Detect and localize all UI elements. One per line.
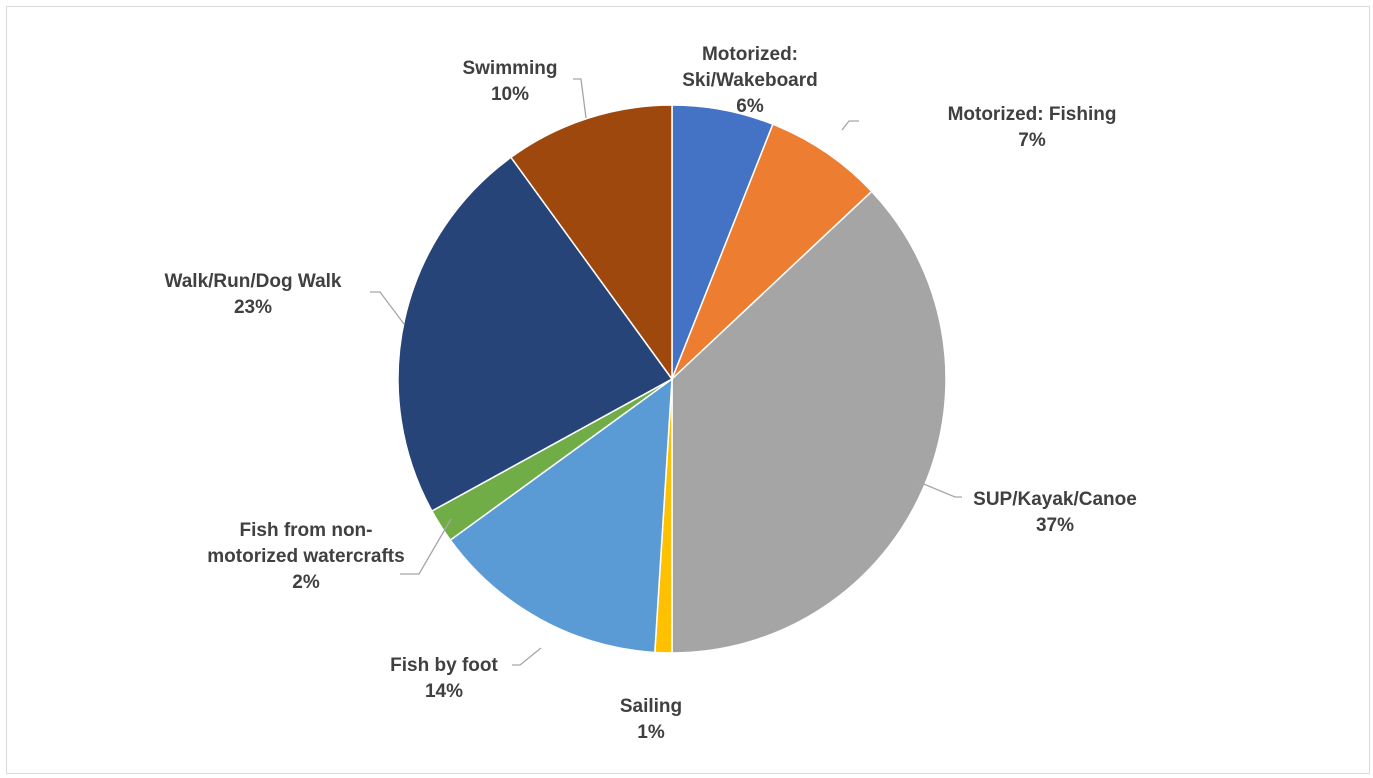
data-label-7: Swimming 10% (462, 58, 557, 105)
pie-slice-1 (671, 123, 873, 380)
data-label-1: Motorized: Fishing 7% (948, 104, 1117, 151)
data-label-percent: 37% (1036, 515, 1074, 536)
data-label-category: motorized watercrafts (207, 546, 404, 567)
data-label-4: Fish by foot 14% (390, 655, 498, 702)
data-label-category: Fish from non- (240, 520, 373, 541)
data-label-category: Fish by foot (390, 655, 498, 676)
pie-slice-2 (671, 190, 947, 654)
pie-slice-4 (449, 377, 673, 654)
pie-slice-6 (397, 156, 674, 513)
data-label-0: Motorized: Ski/Wakeboard 6% (682, 44, 818, 117)
leader-line-2 (913, 479, 962, 498)
data-label-6: Walk/Run/Dog Walk 23% (165, 271, 342, 318)
leader-line-6 (370, 291, 405, 325)
leader-line-1 (841, 120, 859, 131)
leader-line-7 (573, 78, 587, 119)
data-label-percent: 2% (292, 572, 320, 593)
data-labels: Motorized: Ski/Wakeboard 6% Motorized: Fish… (165, 44, 1137, 743)
data-label-category: Walk/Run/Dog Walk (165, 271, 342, 292)
pie-slices (397, 104, 947, 654)
data-label-3: Sailing 1% (620, 696, 682, 743)
data-label-category: Swimming (462, 58, 557, 79)
data-label-category: SUP/Kayak/Canoe (973, 489, 1137, 510)
data-label-percent: 10% (491, 84, 529, 105)
leader-lines (370, 78, 962, 666)
leader-line-4 (512, 647, 542, 666)
data-label-percent: 7% (1018, 130, 1046, 151)
data-label-category: Motorized: (702, 44, 798, 65)
data-label-category: Motorized: Fishing (948, 104, 1117, 125)
leader-line-5 (400, 518, 452, 575)
data-label-percent: 23% (234, 297, 272, 318)
data-label-percent: 1% (637, 722, 665, 743)
data-label-5: Fish from non-motorized watercrafts 2% (207, 520, 404, 593)
pie-slice-7 (509, 104, 673, 382)
data-label-category: Ski/Wakeboard (682, 70, 818, 91)
data-label-2: SUP/Kayak/Canoe 37% (973, 489, 1137, 536)
data-label-percent: 14% (425, 681, 463, 702)
data-label-percent: 6% (736, 96, 764, 117)
data-label-category: Sailing (620, 696, 682, 717)
